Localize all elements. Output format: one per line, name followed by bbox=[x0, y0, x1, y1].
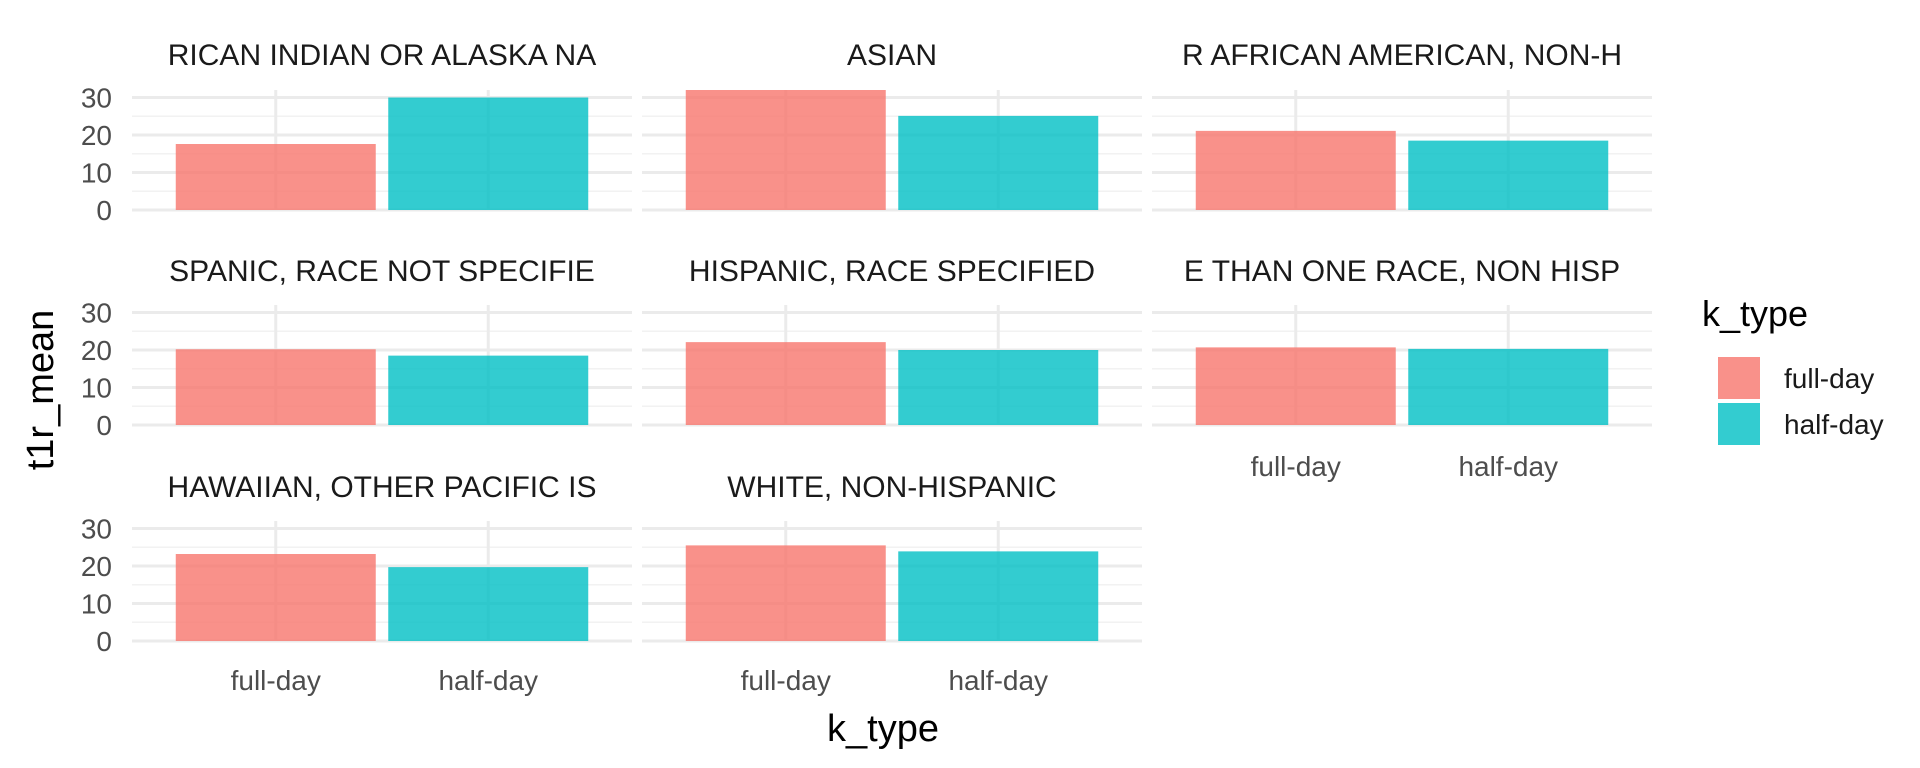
facet-title: HISPANIC, RACE SPECIFIED bbox=[689, 255, 1095, 288]
y-tick-label: 10 bbox=[81, 589, 112, 620]
legend-title: k_type bbox=[1702, 293, 1808, 334]
facet-title: E THAN ONE RACE, NON HISP bbox=[1184, 255, 1620, 288]
facet-title: SPANIC, RACE NOT SPECIFIE bbox=[169, 255, 595, 288]
bar-full-day bbox=[175, 554, 376, 641]
bar-half-day bbox=[898, 115, 1099, 210]
y-tick-label: 30 bbox=[81, 298, 112, 329]
facet-title: RICAN INDIAN OR ALASKA NA bbox=[168, 39, 596, 72]
legend-swatch bbox=[1718, 357, 1760, 399]
facet-title: HAWAIIAN, OTHER PACIFIC IS bbox=[168, 471, 597, 504]
x-axis-tick-labels: full-day half-day full-day half-day full-day… bbox=[231, 451, 1558, 696]
y-tick-label: 0 bbox=[96, 410, 112, 441]
bar-half-day bbox=[1408, 348, 1609, 425]
legend-swatch bbox=[1718, 403, 1760, 445]
y-tick-label: 30 bbox=[81, 514, 112, 545]
y-tick-label: 20 bbox=[81, 335, 112, 366]
x-tick-label: full-day bbox=[231, 665, 321, 696]
x-tick-label: full-day bbox=[741, 665, 831, 696]
bar-half-day bbox=[388, 567, 589, 641]
bar-full-day bbox=[175, 349, 376, 425]
facet-panel: RICAN INDIAN OR ALASKA NA 0 10 20 30 bbox=[81, 39, 632, 226]
y-tick-label: 20 bbox=[81, 120, 112, 151]
y-tick-label: 0 bbox=[96, 195, 112, 226]
y-tick-label: 0 bbox=[96, 626, 112, 657]
facet-panel: SPANIC, RACE NOT SPECIFIE 0 10 20 30 bbox=[81, 255, 632, 441]
bar-full-day bbox=[685, 545, 886, 641]
x-tick-label: half-day bbox=[438, 665, 538, 696]
bar-half-day bbox=[388, 355, 589, 425]
x-tick-label: half-day bbox=[1458, 451, 1558, 482]
y-tick-label: 10 bbox=[81, 158, 112, 189]
facet-panel: WHITE, NON-HISPANIC bbox=[642, 471, 1142, 643]
y-tick-label: 30 bbox=[81, 83, 112, 114]
legend-label: full-day bbox=[1784, 363, 1874, 394]
bar-full-day bbox=[1195, 130, 1396, 210]
facet-panel: HISPANIC, RACE SPECIFIED bbox=[642, 255, 1142, 427]
bar-half-day bbox=[898, 350, 1099, 425]
bar-full-day bbox=[685, 342, 886, 425]
legend-items: full-day half-day bbox=[1718, 357, 1884, 445]
bar-full-day bbox=[175, 144, 376, 210]
y-tick-label: 10 bbox=[81, 373, 112, 404]
facet-panel: ASIAN bbox=[642, 39, 1142, 212]
x-axis-title: k_type bbox=[827, 708, 939, 750]
facet-panel: E THAN ONE RACE, NON HISP bbox=[1152, 255, 1652, 427]
facet-title: R AFRICAN AMERICAN, NON-H bbox=[1182, 39, 1622, 72]
bar-half-day bbox=[1408, 140, 1609, 210]
y-axis-title: t1r_mean bbox=[20, 310, 62, 471]
bar-full-day bbox=[685, 90, 886, 210]
facet-panel: HAWAIIAN, OTHER PACIFIC IS 0 10 20 30 bbox=[81, 471, 632, 657]
facet-title: WHITE, NON-HISPANIC bbox=[727, 471, 1056, 504]
bar-half-day bbox=[388, 97, 589, 210]
facet-panels: RICAN INDIAN OR ALASKA NA 0 10 20 30 ASIAN R A… bbox=[81, 39, 1652, 657]
facet-title: ASIAN bbox=[847, 39, 937, 72]
legend-label: half-day bbox=[1784, 409, 1884, 440]
x-tick-label: half-day bbox=[948, 665, 1048, 696]
bar-half-day bbox=[898, 551, 1099, 641]
bar-full-day bbox=[1195, 347, 1396, 425]
y-tick-label: 20 bbox=[81, 551, 112, 582]
facet-panel: R AFRICAN AMERICAN, NON-H bbox=[1152, 39, 1652, 212]
legend: k_type full-day half-day bbox=[1702, 293, 1884, 445]
x-tick-label: full-day bbox=[1251, 451, 1341, 482]
